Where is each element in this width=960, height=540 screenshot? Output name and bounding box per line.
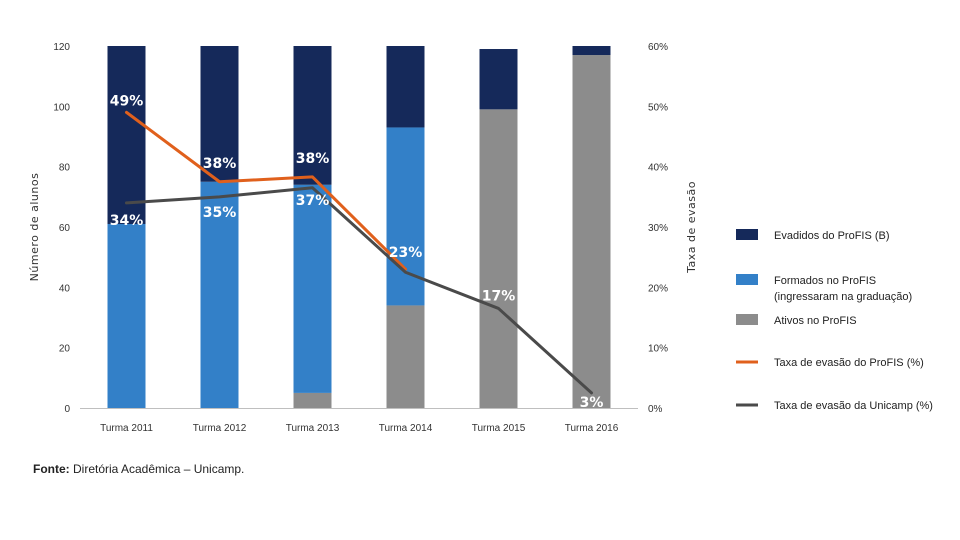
y-tick-label: 120: [53, 42, 70, 53]
data-label: 34%: [110, 213, 144, 229]
x-tick-label: Turma 2016: [565, 423, 619, 434]
y2-axis-title: Taxa de evasão: [685, 181, 698, 274]
legend-label: Taxa de evasão do ProFIS (%): [774, 357, 924, 369]
bar-segment: [479, 49, 518, 110]
bar-segment: [293, 46, 332, 185]
y2-tick-label: 30%: [648, 223, 668, 234]
data-label: 17%: [482, 288, 516, 304]
bar-segment: [293, 392, 332, 408]
y-tick-label: 60: [59, 223, 71, 234]
y-tick-label: 100: [53, 102, 70, 113]
bar-segment: [572, 46, 611, 56]
y-tick-label: 40: [59, 283, 71, 294]
data-label: 38%: [203, 156, 237, 172]
bar-segment: [200, 46, 239, 182]
y2-tick-label: 0%: [648, 404, 663, 415]
bar-segment: [107, 46, 146, 224]
y2-tick-label: 10%: [648, 344, 668, 355]
y2-tick-label: 40%: [648, 163, 668, 174]
legend-label: Ativos no ProFIS: [774, 315, 857, 327]
x-tick-label: Turma 2011: [100, 423, 153, 434]
legend-swatch: [736, 314, 758, 325]
source-prefix: Fonte:: [33, 462, 70, 476]
legend-label: Formados no ProFIS: [774, 275, 876, 287]
source-note: Fonte: Diretória Acadêmica – Unicamp.: [33, 462, 244, 476]
data-label: 38%: [296, 151, 330, 167]
source-text: Diretória Acadêmica – Unicamp.: [69, 462, 245, 476]
bar-segment: [479, 109, 518, 408]
data-label: 23%: [389, 245, 423, 261]
y2-tick-label: 20%: [648, 283, 668, 294]
line-profis: [125, 110, 407, 271]
bar-segment: [386, 305, 425, 408]
legend-label: Evadidos do ProFIS (B): [774, 230, 890, 242]
x-tick-label: Turma 2013: [286, 423, 340, 434]
bar-segment: [386, 46, 425, 128]
data-label: 3%: [580, 395, 604, 411]
y-axis-title: Número de alunos: [28, 173, 41, 282]
bar-segment: [293, 184, 332, 393]
y2-tick-label: 60%: [648, 42, 668, 53]
x-tick-label: Turma 2012: [193, 423, 247, 434]
legend-label: Taxa de evasão da Unicamp (%): [774, 400, 933, 412]
x-tick-label: Turma 2015: [472, 423, 526, 434]
y-tick-label: 20: [59, 344, 71, 355]
y2-tick-label: 50%: [648, 102, 668, 113]
bar-segment: [572, 55, 611, 409]
legend-swatch: [736, 229, 758, 240]
data-label: 37%: [296, 193, 330, 209]
data-label: 49%: [110, 93, 144, 109]
data-label: 35%: [203, 205, 237, 221]
x-tick-label: Turma 2014: [379, 423, 433, 434]
y-tick-label: 0: [64, 404, 70, 415]
line-unicamp: [125, 186, 593, 395]
legend-label: (ingressaram na graduação): [774, 291, 912, 303]
bar-segment: [200, 181, 239, 408]
y-tick-label: 80: [59, 163, 71, 174]
bar-segment: [107, 223, 146, 408]
legend-swatch: [736, 274, 758, 285]
